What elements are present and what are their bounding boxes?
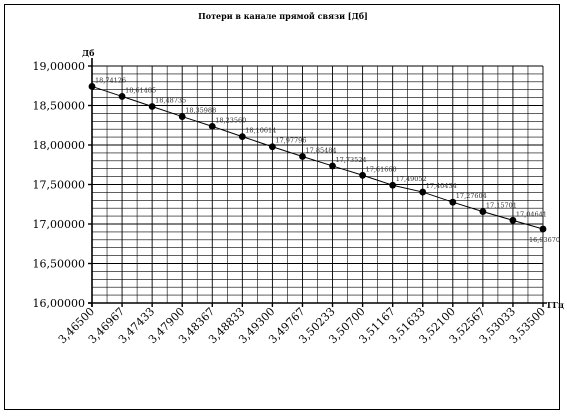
data-point (419, 188, 427, 196)
data-point (299, 153, 306, 160)
data-label: 17,40434 (426, 182, 457, 190)
y-tick-label: 18,50000 (33, 100, 86, 113)
data-point (479, 208, 487, 215)
axes (88, 58, 547, 307)
y-tick-label: 17,00000 (33, 218, 86, 231)
data-point (389, 181, 397, 189)
data-point (88, 83, 96, 90)
data-point (359, 171, 366, 179)
data-point (449, 198, 457, 206)
data-label: 17,73524 (336, 156, 367, 164)
series-loss: 18,74126 18,61485 18,48735 18,3598818,23560… (88, 76, 560, 244)
data-point (269, 143, 276, 151)
data-label: 18,74126 (95, 76, 126, 84)
data-label: 17,85484 (305, 146, 336, 154)
y-tick-label: 19,00000 (33, 60, 86, 73)
data-label: 17,61660 (366, 165, 397, 173)
data-label: 16,93670 (529, 236, 560, 244)
y-tick-label: 17,50000 (33, 179, 86, 192)
y-axis-label: Дб (82, 48, 95, 58)
data-point (539, 225, 547, 233)
y-tick-label: 18,00000 (33, 139, 86, 152)
data-point (509, 216, 517, 224)
data-label: 17,97796 (275, 137, 306, 145)
x-tick-labels: 3,465003,469673,474333,479003,483673,488… (56, 305, 548, 346)
chart-title: Потери в канале прямой связи [Дб] (198, 11, 368, 21)
y-tick-label: 16,00000 (33, 297, 86, 310)
data-label: 18,23560 (215, 116, 246, 124)
data-label: 17,27604 (456, 192, 487, 200)
data-label: 18,10614 (245, 127, 276, 135)
data-point (118, 93, 126, 100)
data-label: 18,35988 (185, 107, 216, 115)
data-point (208, 122, 216, 130)
data-label: 17,04641 (516, 210, 547, 218)
data-label: 18,61485 (125, 86, 156, 94)
series-line (91, 85, 544, 230)
data-label: 17,49052 (396, 175, 427, 183)
data-point (329, 162, 336, 170)
data-point (178, 113, 186, 120)
data-label: 18,48735 (155, 96, 186, 104)
data-point (148, 103, 156, 110)
data-label: 17,15701 (486, 202, 517, 210)
y-tick-label: 16,50000 (33, 258, 86, 271)
data-point (238, 133, 246, 141)
y-tick-labels: 16,00000 16,50000 17,00000 17,50000 18,00000… (33, 60, 86, 310)
x-axis-label: ГГц (547, 300, 564, 310)
